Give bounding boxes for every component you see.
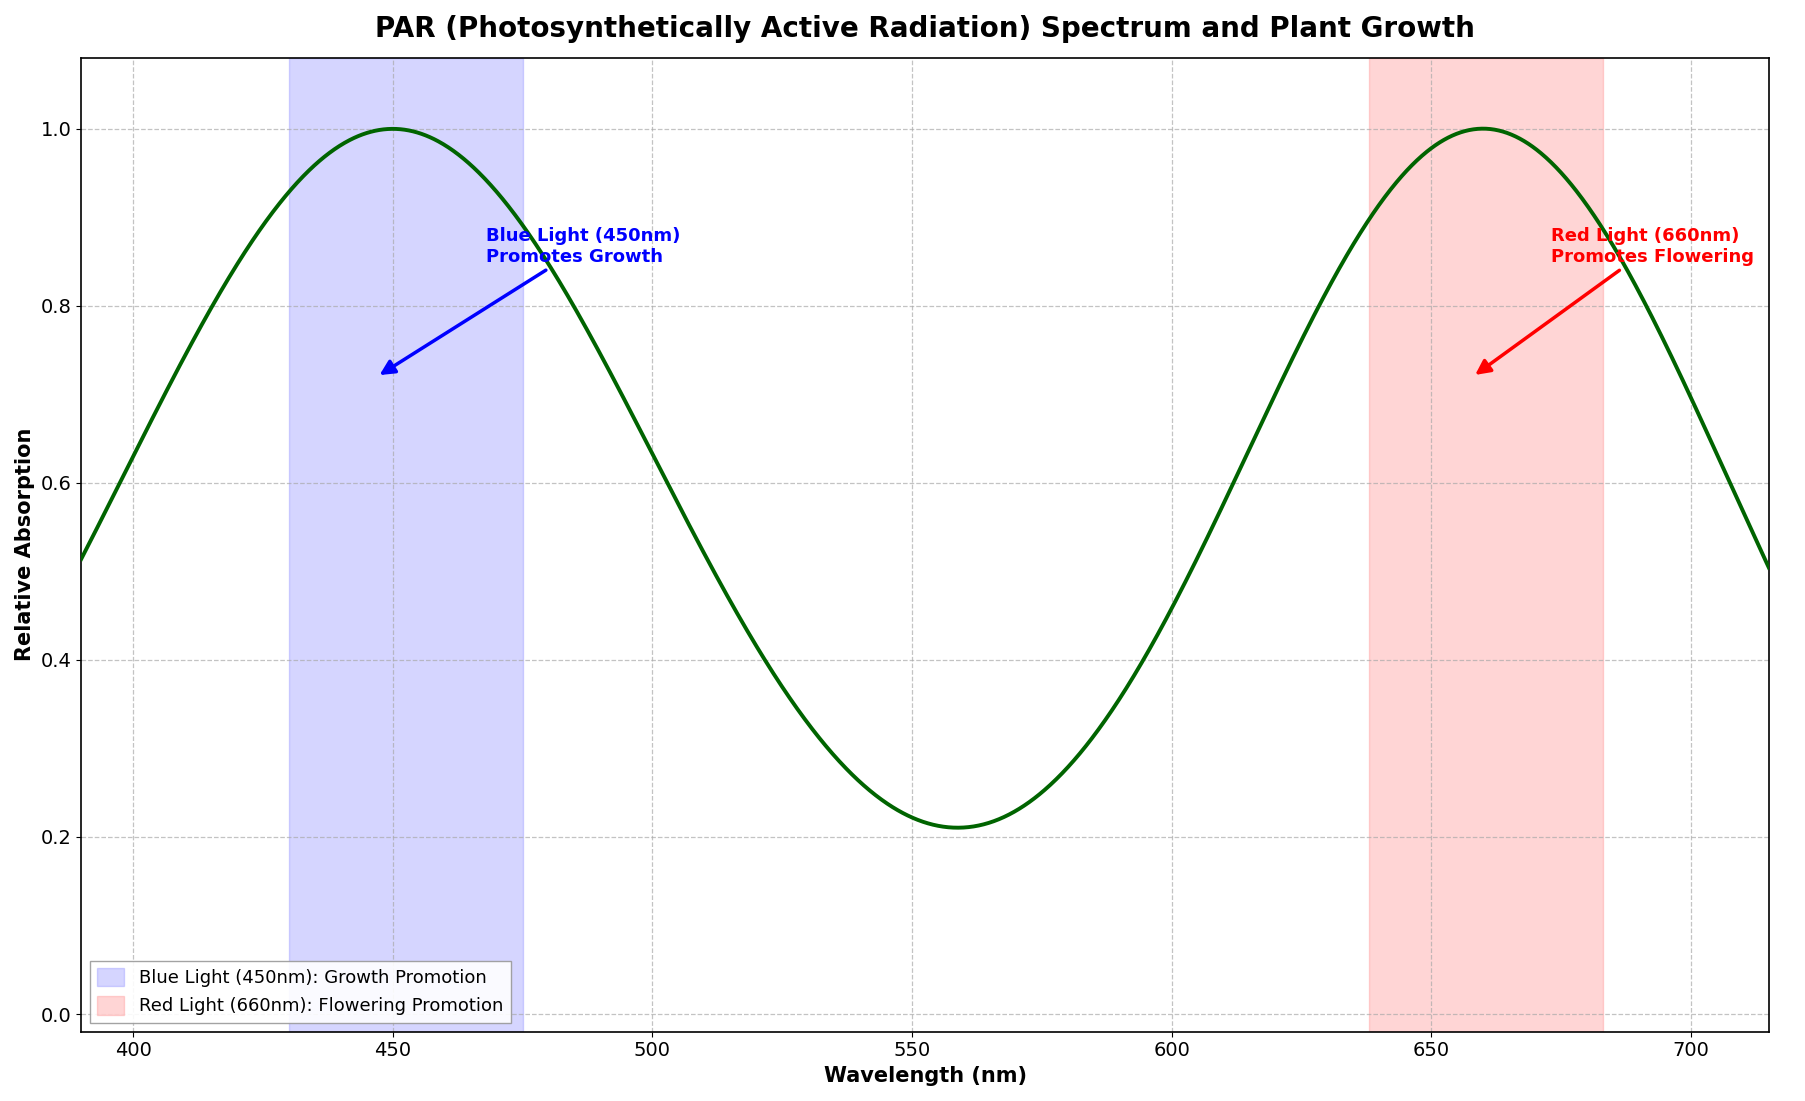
Bar	[1368, 58, 1601, 1032]
X-axis label: Wavelength (nm): Wavelength (nm)	[823, 1066, 1025, 1086]
Title: PAR (Photosynthetically Active Radiation) Spectrum and Plant Growth: PAR (Photosynthetically Active Radiation…	[375, 15, 1475, 43]
Bar	[289, 58, 522, 1032]
Legend: Blue Light (450nm): Growth Promotion, Red Light (660nm): Flowering Promotion: Blue Light (450nm): Growth Promotion, Re…	[90, 960, 511, 1023]
Text: Blue Light (450nm)
Promotes Growth: Blue Light (450nm) Promotes Growth	[383, 227, 680, 373]
Y-axis label: Relative Absorption: Relative Absorption	[14, 428, 34, 662]
Text: Red Light (660nm)
Promotes Flowering: Red Light (660nm) Promotes Flowering	[1478, 227, 1753, 372]
